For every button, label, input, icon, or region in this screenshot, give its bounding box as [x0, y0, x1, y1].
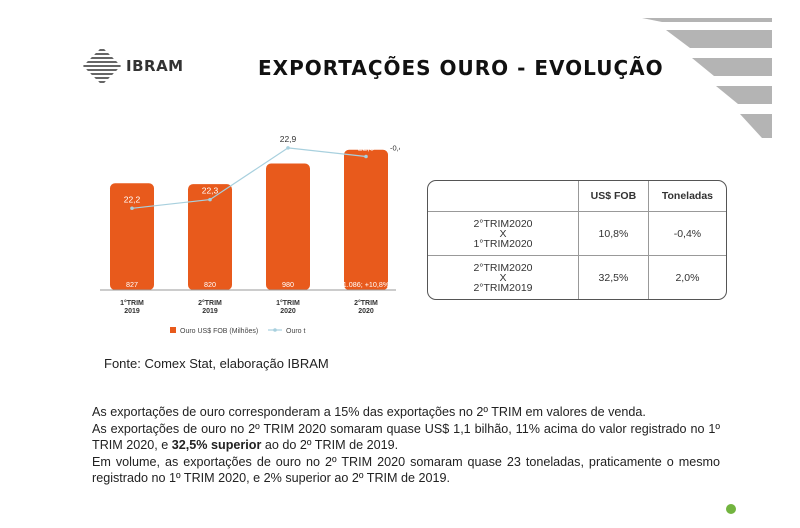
row-label-line: 2°TRIM2019	[473, 281, 533, 294]
tonnage-value-label-2: 22,9	[280, 134, 297, 144]
bar-0	[110, 183, 154, 290]
row-label-line: 1°TRIM2020	[473, 237, 533, 250]
tonnage-point-2	[286, 146, 290, 150]
x-tick-label-1-1: 2019	[202, 308, 218, 315]
legend-label-line: Ouro t	[286, 328, 306, 335]
row-fob-value: 10,8%	[578, 210, 649, 257]
labels-layer: 8271°TRIM20198202°TRIM20199801°TRIM20201…	[120, 134, 400, 315]
bar-value-label-0: 827	[126, 280, 138, 289]
logo-text: IBRAM	[126, 57, 184, 75]
row-label-line: 2°TRIM2020	[473, 261, 533, 274]
table-header-row: US$ FOB Toneladas	[428, 181, 726, 212]
tonnage-points-layer	[130, 146, 368, 211]
table-header-empty	[428, 181, 579, 212]
paragraph-1: As exportações de ouro corresponderam a …	[92, 405, 646, 419]
row-fob-value: 32,5%	[578, 255, 649, 299]
table-header-ton: Toneladas	[647, 181, 726, 212]
table-row: 2°TRIM2020 X 1°TRIM2020 10,8% -0,4%	[428, 210, 726, 257]
tonnage-point-3	[364, 154, 368, 159]
tonnage-value-label-3: 22,8	[358, 143, 375, 153]
tonnage-point-0	[130, 206, 134, 211]
tonnage-point-1	[208, 197, 212, 202]
table-row: 2°TRIM2020 X 2°TRIM2019 32,5% 2,0%	[428, 255, 726, 299]
row-label-line: X	[499, 271, 507, 284]
tonnage-change-annotation: -0,4%	[390, 144, 400, 153]
bar-1	[188, 184, 232, 290]
bars-layer	[110, 149, 388, 290]
row-label: 2°TRIM2020 X 1°TRIM2020	[428, 210, 579, 257]
comparison-table: US$ FOB Toneladas 2°TRIM2020 X 1°TRIM202…	[427, 180, 727, 300]
source-caption: Fonte: Comex Stat, elaboração IBRAM	[104, 356, 329, 371]
paragraph-3: Em volume, as exportações de ouro no 2º …	[92, 454, 720, 486]
row-ton-value: -0,4%	[647, 210, 726, 257]
x-tick-label-2-1: 2020	[280, 308, 296, 315]
bar-2	[266, 163, 310, 290]
bar-3	[344, 149, 388, 290]
chart-legend: Ouro US$ FOB (Milhões) Ouro t	[170, 327, 306, 335]
legend-swatch-line-point	[273, 328, 277, 332]
tonnage-line	[131, 147, 367, 209]
bar-value-label-3: 1.086; +10,8%	[343, 280, 390, 289]
x-tick-label-3-0: 2°TRIM	[354, 299, 378, 307]
legend-swatch-bar	[170, 327, 176, 333]
paragraph-2: As exportações de ouro no 2º TRIM 2020 s…	[92, 421, 720, 453]
bar-value-label-2: 980	[282, 280, 294, 289]
row-label-line: X	[499, 227, 507, 240]
row-ton-value: 2,0%	[647, 255, 726, 299]
x-tick-label-3-1: 2020	[358, 308, 374, 315]
x-tick-label-2-0: 1°TRIM	[276, 299, 300, 307]
accent-dot	[726, 504, 736, 514]
tonnage-value-label-1: 22,3	[202, 186, 219, 196]
table-header-fob: US$ FOB	[578, 181, 649, 212]
body-text: As exportações de ouro corresponderam a …	[92, 404, 720, 487]
x-tick-label-1-0: 2°TRIM	[198, 299, 222, 307]
x-tick-label-0-0: 1°TRIM	[120, 299, 144, 307]
ibram-logo-icon	[83, 49, 121, 83]
ibram-logo: IBRAM	[82, 46, 184, 86]
page-title: EXPORTAÇÕES OURO - EVOLUÇÃO	[258, 56, 664, 80]
bar-value-label-1: 820	[204, 280, 216, 289]
x-tick-label-0-1: 2019	[124, 308, 140, 315]
tonnage-value-label-0: 22,2	[124, 194, 141, 204]
row-label: 2°TRIM2020 X 2°TRIM2019	[428, 255, 579, 299]
gold-exports-chart: 8271°TRIM20198202°TRIM20199801°TRIM20201…	[100, 134, 400, 335]
row-label-line: 2°TRIM2020	[473, 217, 533, 230]
corner-stripes-decoration	[642, 18, 772, 138]
legend-label-bar: Ouro US$ FOB (Milhões)	[180, 328, 258, 335]
